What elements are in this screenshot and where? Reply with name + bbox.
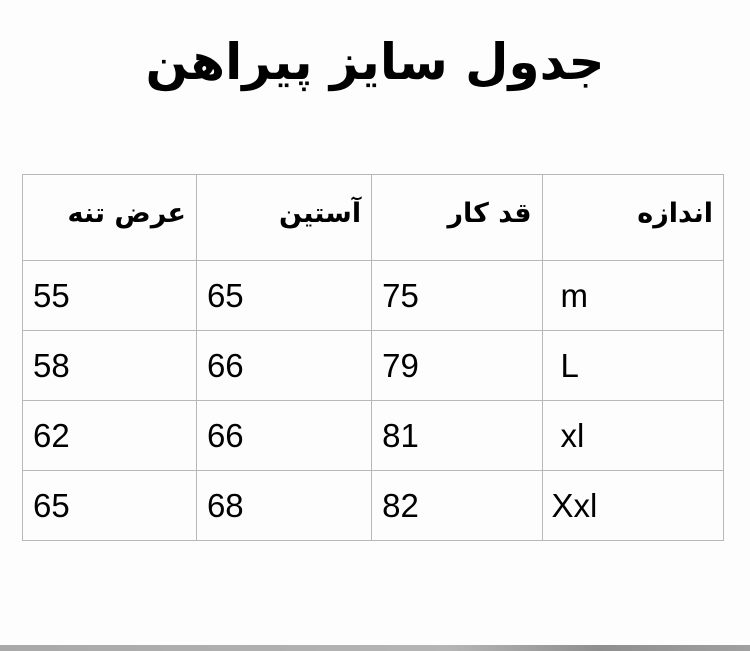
bottom-divider <box>0 645 750 651</box>
table-row: L 79 66 58 <box>22 330 725 401</box>
table-row: m 75 65 55 <box>22 260 725 331</box>
header-sleeve: آستین <box>195 174 373 261</box>
page-title: جدول سایز پیراهن <box>145 33 605 91</box>
header-size: اندازه <box>541 174 725 261</box>
cell-length: 75 <box>371 260 543 331</box>
table-row: Xxl 82 68 65 <box>22 470 725 541</box>
cell-size: L <box>541 330 725 401</box>
cell-width: 58 <box>22 330 197 401</box>
header-length: قد کار <box>371 174 543 261</box>
table-header-row: اندازه قد کار آستین عرض تنه <box>22 174 725 261</box>
cell-sleeve: 66 <box>195 330 373 401</box>
table-row: xl 81 66 62 <box>22 400 725 471</box>
cell-size: m <box>541 260 725 331</box>
cell-length: 81 <box>371 400 543 471</box>
cell-width: 65 <box>22 470 197 541</box>
cell-sleeve: 68 <box>195 470 373 541</box>
cell-width: 55 <box>22 260 197 331</box>
cell-sleeve: 65 <box>195 260 373 331</box>
cell-sleeve: 66 <box>195 400 373 471</box>
cell-size: xl <box>541 400 725 471</box>
cell-size: Xxl <box>541 470 725 541</box>
cell-length: 82 <box>371 470 543 541</box>
size-table: اندازه قد کار آستین عرض تنه m 75 65 55 L… <box>22 174 725 541</box>
header-width: عرض تنه <box>22 174 197 261</box>
cell-width: 62 <box>22 400 197 471</box>
cell-length: 79 <box>371 330 543 401</box>
